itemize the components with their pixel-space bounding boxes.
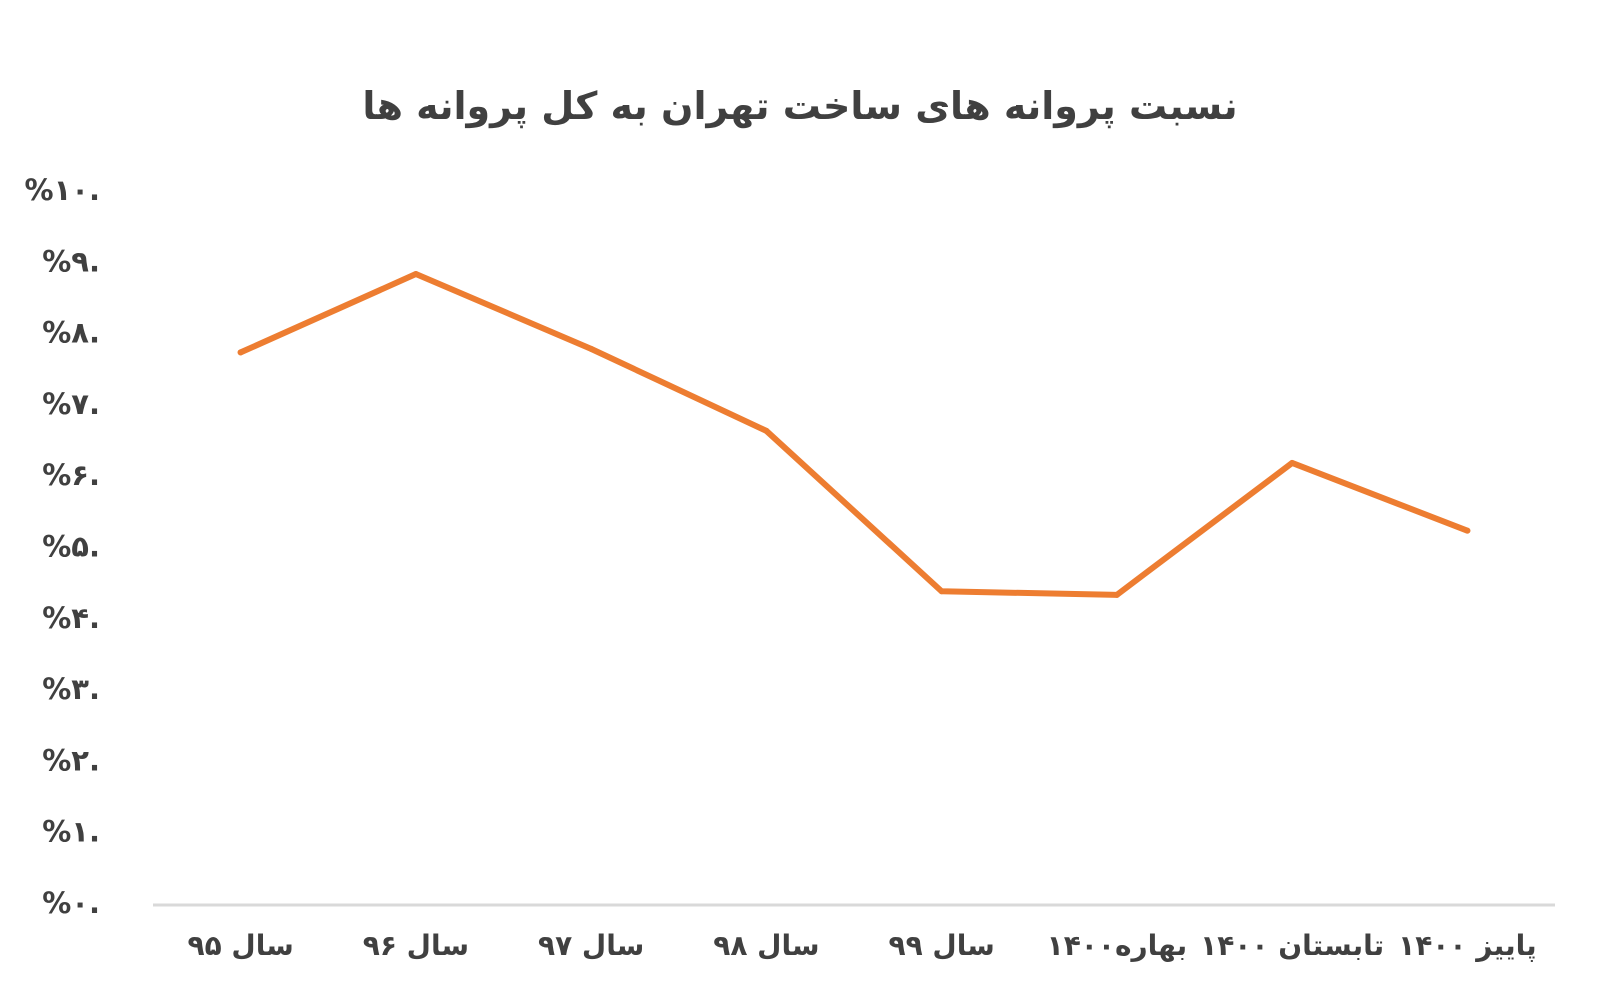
y-tick-label: %۰.	[42, 886, 100, 920]
y-tick-label: %۱۰.	[25, 173, 100, 207]
y-tick-label: %۱.	[42, 815, 100, 849]
y-tick-label: %۸.	[42, 316, 100, 350]
x-tick-label: سال ۹۵	[187, 929, 293, 962]
x-tick-label: پاییز ۱۴۰۰	[1398, 929, 1537, 962]
y-tick-label: %۲.	[42, 743, 100, 777]
x-tick-label: سال ۹۶	[363, 929, 469, 962]
x-axis-ticks: سال ۹۵ سال ۹۶ سال ۹۷ سال ۹۸ سال ۹۹ بهاره۱۴۰۰ ت…	[187, 929, 1536, 962]
data-point	[237, 349, 244, 356]
y-tick-label: %۴.	[42, 601, 100, 635]
y-tick-label: %۵.	[42, 530, 100, 564]
y-tick-label: %۶.	[42, 458, 100, 492]
x-tick-label: بهاره۱۴۰۰	[1047, 929, 1188, 962]
data-point	[938, 588, 945, 595]
x-tick-label: سال ۹۹	[888, 929, 994, 962]
y-tick-label: %۹.	[42, 244, 100, 278]
y-tick-label: %۷.	[42, 387, 100, 421]
data-point	[588, 345, 595, 352]
data-point	[1113, 591, 1120, 598]
x-tick-label: سال ۹۸	[713, 929, 819, 962]
data-points	[237, 270, 1471, 598]
chart-title: نسبت پروانه های ساخت تهران به کل پروانه …	[362, 84, 1238, 128]
data-point	[412, 270, 419, 277]
data-point	[1289, 459, 1296, 466]
data-point	[763, 427, 770, 434]
y-tick-label: %۳.	[42, 672, 100, 706]
series-line	[237, 270, 1471, 598]
x-tick-label: تابستان ۱۴۰۰	[1200, 929, 1384, 962]
data-point	[1464, 527, 1471, 534]
y-axis-ticks: %۰. %۱. %۲. %۳. %۴. %۵. %۶. %۷. %۸. %۹. %۱۰.	[25, 173, 100, 920]
x-tick-label: سال ۹۷	[538, 929, 644, 962]
